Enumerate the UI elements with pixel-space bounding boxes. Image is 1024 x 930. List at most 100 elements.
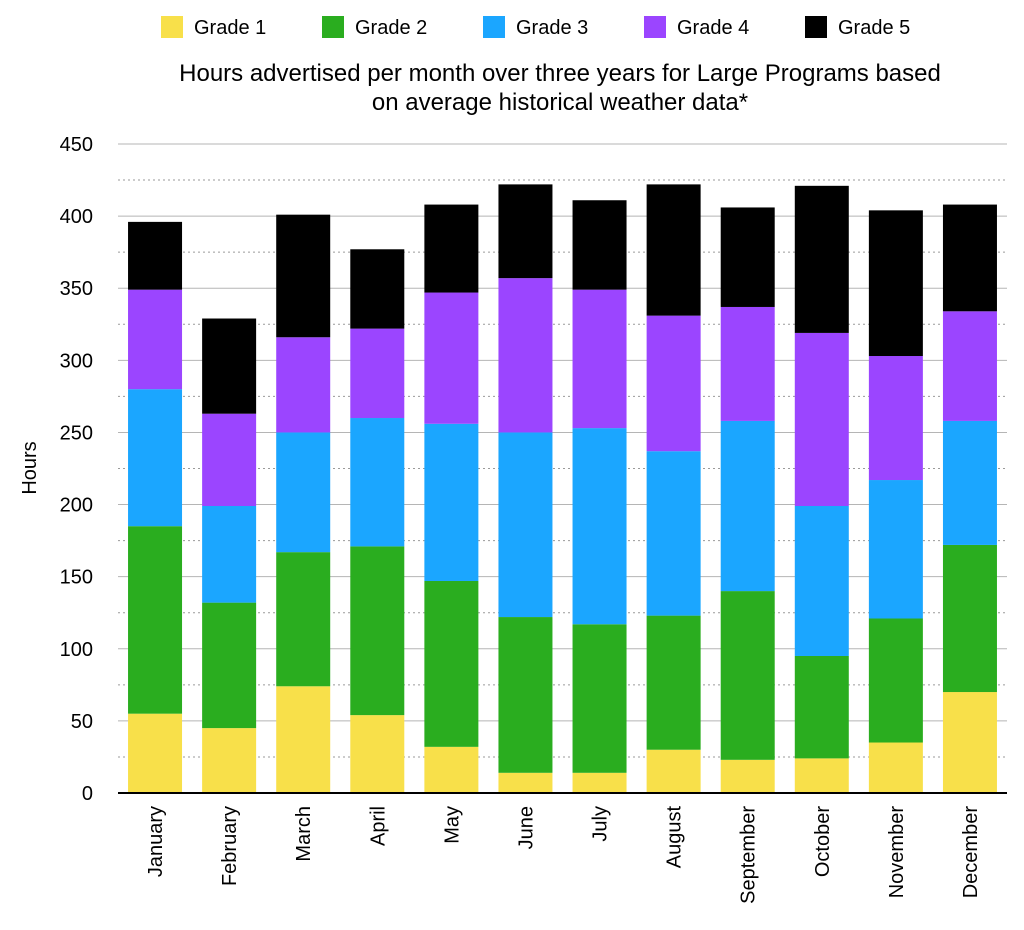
bar-february-grade-4 [202, 413, 257, 506]
bar-december-grade-3 [942, 420, 997, 545]
bar-july-grade-4 [572, 289, 627, 429]
bar-june-grade-5 [498, 184, 553, 279]
chart-title-line-1: Hours advertised per month over three ye… [179, 60, 941, 87]
bar-january-grade-1 [128, 713, 183, 793]
bar-october-grade-1 [794, 758, 849, 793]
bar-may-grade-4 [424, 292, 479, 424]
legend-label-grade-1: Grade 1 [194, 17, 266, 39]
legend-label-grade-5: Grade 5 [838, 17, 910, 39]
bar-july-grade-5 [572, 200, 627, 290]
bar-july-grade-1 [572, 772, 627, 793]
bar-may-grade-1 [424, 746, 479, 793]
y-tick-label: 300 [60, 350, 93, 372]
bar-february-grade-1 [202, 728, 257, 793]
x-tick-label: July [590, 806, 612, 842]
x-tick-label: May [441, 806, 463, 844]
bar-december-grade-1 [942, 692, 997, 793]
bar-march-grade-1 [276, 686, 331, 793]
y-tick-label: 250 [60, 422, 93, 444]
y-tick-label: 100 [60, 639, 93, 661]
bar-september-grade-1 [720, 759, 775, 793]
bar-august-grade-3 [646, 451, 701, 616]
bar-november-grade-3 [868, 480, 923, 619]
x-tick-label: September [738, 806, 760, 904]
y-tick-label: 200 [60, 495, 93, 517]
x-tick-label: November [886, 806, 908, 899]
y-tick-label: 350 [60, 278, 93, 300]
bar-may-grade-3 [424, 423, 479, 581]
y-tick-label: 0 [82, 783, 93, 805]
y-axis-label: Hours [19, 441, 41, 494]
bar-april-grade-5 [350, 249, 405, 329]
bars [128, 184, 997, 793]
bar-november-grade-2 [868, 618, 923, 743]
bar-may-grade-2 [424, 580, 479, 747]
bar-september-grade-4 [720, 306, 775, 421]
x-tick-label: January [145, 806, 167, 877]
bar-october-grade-2 [794, 655, 849, 759]
bar-april-grade-1 [350, 715, 405, 793]
gridlines [118, 143, 1007, 758]
x-tick-label: March [293, 806, 315, 862]
bar-june-grade-4 [498, 278, 553, 433]
legend-swatch-grade-4 [644, 16, 666, 38]
legend-swatch-grade-1 [161, 16, 183, 38]
bar-august-grade-5 [646, 184, 701, 316]
bar-june-grade-2 [498, 617, 553, 773]
bar-march-grade-4 [276, 337, 331, 433]
bar-march-grade-3 [276, 432, 331, 553]
legend-label-grade-3: Grade 3 [516, 17, 588, 39]
bar-october-grade-4 [794, 332, 849, 506]
bar-september-grade-3 [720, 420, 775, 592]
bar-august-grade-1 [646, 749, 701, 793]
legend-label-grade-2: Grade 2 [355, 17, 427, 39]
bar-july-grade-2 [572, 624, 627, 773]
x-tick-label: October [812, 806, 834, 877]
bar-march-grade-2 [276, 552, 331, 687]
bar-january-grade-4 [128, 289, 183, 390]
bar-october-grade-5 [794, 185, 849, 333]
y-tick-label: 450 [60, 134, 93, 156]
bar-december-grade-2 [942, 544, 997, 693]
bar-january-grade-5 [128, 221, 183, 290]
bar-january-grade-3 [128, 389, 183, 527]
x-tick-label: February [219, 806, 241, 886]
bar-april-grade-2 [350, 546, 405, 716]
x-tick-label: June [515, 806, 537, 849]
bar-november-grade-4 [868, 356, 923, 481]
bar-march-grade-5 [276, 214, 331, 338]
bar-june-grade-1 [498, 772, 553, 793]
bar-november-grade-5 [868, 210, 923, 357]
legend-label-grade-4: Grade 4 [677, 17, 749, 39]
x-tick-label: December [960, 806, 982, 899]
bar-august-grade-2 [646, 615, 701, 750]
legend-swatch-grade-3 [483, 16, 505, 38]
bar-may-grade-5 [424, 204, 479, 293]
legend-swatch-grade-2 [322, 16, 344, 38]
y-tick-label: 150 [60, 567, 93, 589]
bar-august-grade-4 [646, 315, 701, 452]
bar-february-grade-3 [202, 505, 257, 603]
bar-february-grade-2 [202, 602, 257, 729]
y-tick-label: 50 [71, 711, 93, 733]
y-tick-label: 400 [60, 206, 93, 228]
bar-january-grade-2 [128, 526, 183, 714]
bar-july-grade-3 [572, 428, 627, 625]
bar-april-grade-4 [350, 328, 405, 419]
bar-september-grade-5 [720, 207, 775, 307]
bar-november-grade-1 [868, 742, 923, 793]
x-tick-label: August [664, 806, 686, 869]
bar-december-grade-5 [942, 204, 997, 312]
bar-october-grade-3 [794, 505, 849, 656]
bar-april-grade-3 [350, 418, 405, 547]
chart-title-line-2: on average historical weather data* [372, 89, 748, 116]
x-axis-ticks: January February March April May June July Augu… [145, 806, 982, 904]
bar-june-grade-3 [498, 432, 553, 618]
bar-february-grade-5 [202, 318, 257, 414]
legend-swatch-grade-5 [805, 16, 827, 38]
x-tick-label: April [367, 806, 389, 846]
legend: Grade 1 Grade 2 Grade 3 Grade 4 Grade 5 [161, 16, 910, 39]
bar-september-grade-2 [720, 591, 775, 760]
bar-december-grade-4 [942, 311, 997, 421]
